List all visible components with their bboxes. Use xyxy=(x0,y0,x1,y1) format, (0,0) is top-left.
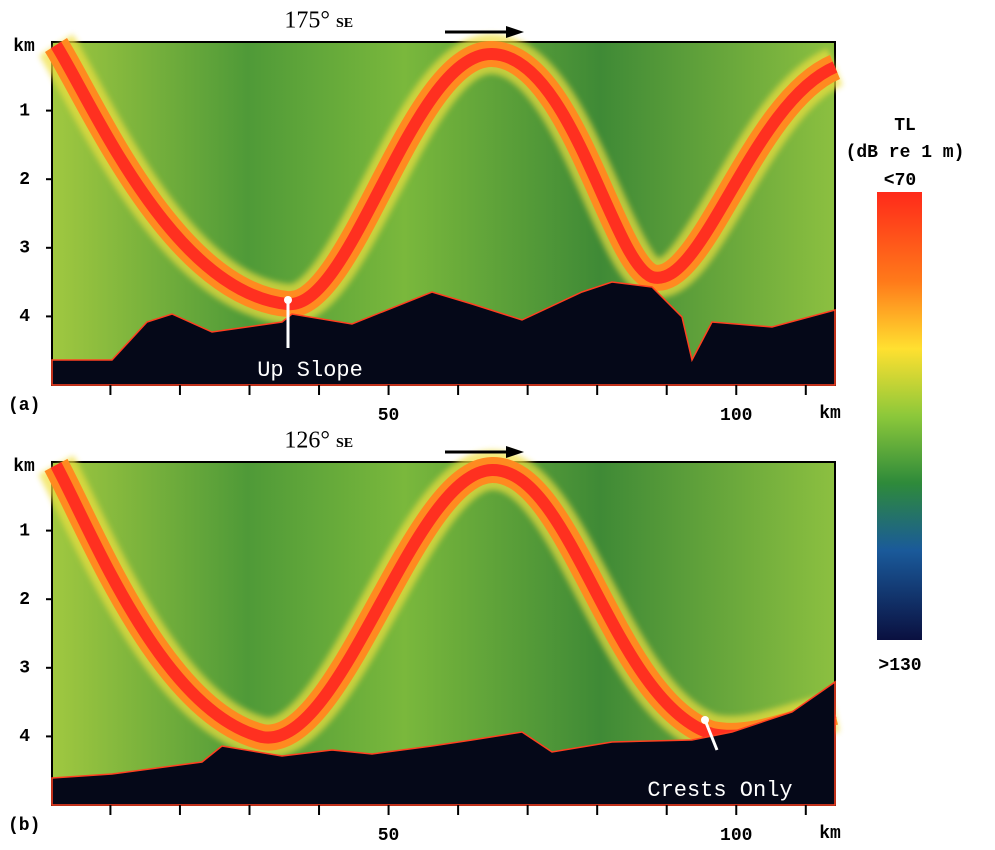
colorbar-scale xyxy=(877,192,922,640)
x-tick-label: 50 xyxy=(378,826,400,846)
panel: 175° SE km 1 2 3 4 50 100 km (a) Up Slope xyxy=(8,8,845,426)
colorbar-title: TL xyxy=(894,116,916,136)
y-unit: km xyxy=(13,457,35,477)
y-tick-label: 3 xyxy=(19,239,30,259)
colorbar-bottom-label: >130 xyxy=(878,656,921,676)
y-unit: km xyxy=(13,37,35,57)
y-tick-label: 1 xyxy=(19,101,30,121)
annotation-arrow-head xyxy=(701,716,709,724)
y-tick-label: 4 xyxy=(19,727,30,747)
seafloor xyxy=(51,680,836,806)
x-tick-label: 100 xyxy=(720,406,752,426)
y-tick-label: 3 xyxy=(19,659,30,679)
panel-label: (b) xyxy=(8,816,40,836)
x-tick-label: 100 xyxy=(720,826,752,846)
annotation: Crests Only xyxy=(647,778,792,803)
arrow-head xyxy=(506,446,524,458)
direction: SE xyxy=(336,436,353,451)
annotation-arrow-head xyxy=(284,296,292,304)
bearing: 175° xyxy=(284,8,330,34)
colorbar-subtitle: (dB re 1 m) xyxy=(846,143,965,163)
ray-field xyxy=(38,33,845,386)
panel-label: (a) xyxy=(8,396,40,416)
x-tick-label: 50 xyxy=(378,406,400,426)
direction: SE xyxy=(336,16,353,31)
bearing: 126° xyxy=(284,428,330,454)
seafloor xyxy=(51,281,836,386)
y-tick-label: 2 xyxy=(19,170,30,190)
x-unit: km xyxy=(819,404,841,424)
colorbar-top-label: <70 xyxy=(884,171,916,191)
y-tick-label: 1 xyxy=(19,521,30,541)
annotation-arrow xyxy=(703,719,719,751)
y-tick-label: 2 xyxy=(19,590,30,610)
annotation: Up Slope xyxy=(257,358,363,383)
ray-core xyxy=(50,41,838,311)
y-tick-label: 4 xyxy=(19,307,30,327)
x-unit: km xyxy=(819,824,841,844)
colorbar: TL (dB re 1 m) <70 >130 xyxy=(846,116,965,676)
panel: 126° SE km 1 2 3 4 50 100 km (b) Crests Only xyxy=(8,428,841,846)
arrow-head xyxy=(506,26,524,38)
